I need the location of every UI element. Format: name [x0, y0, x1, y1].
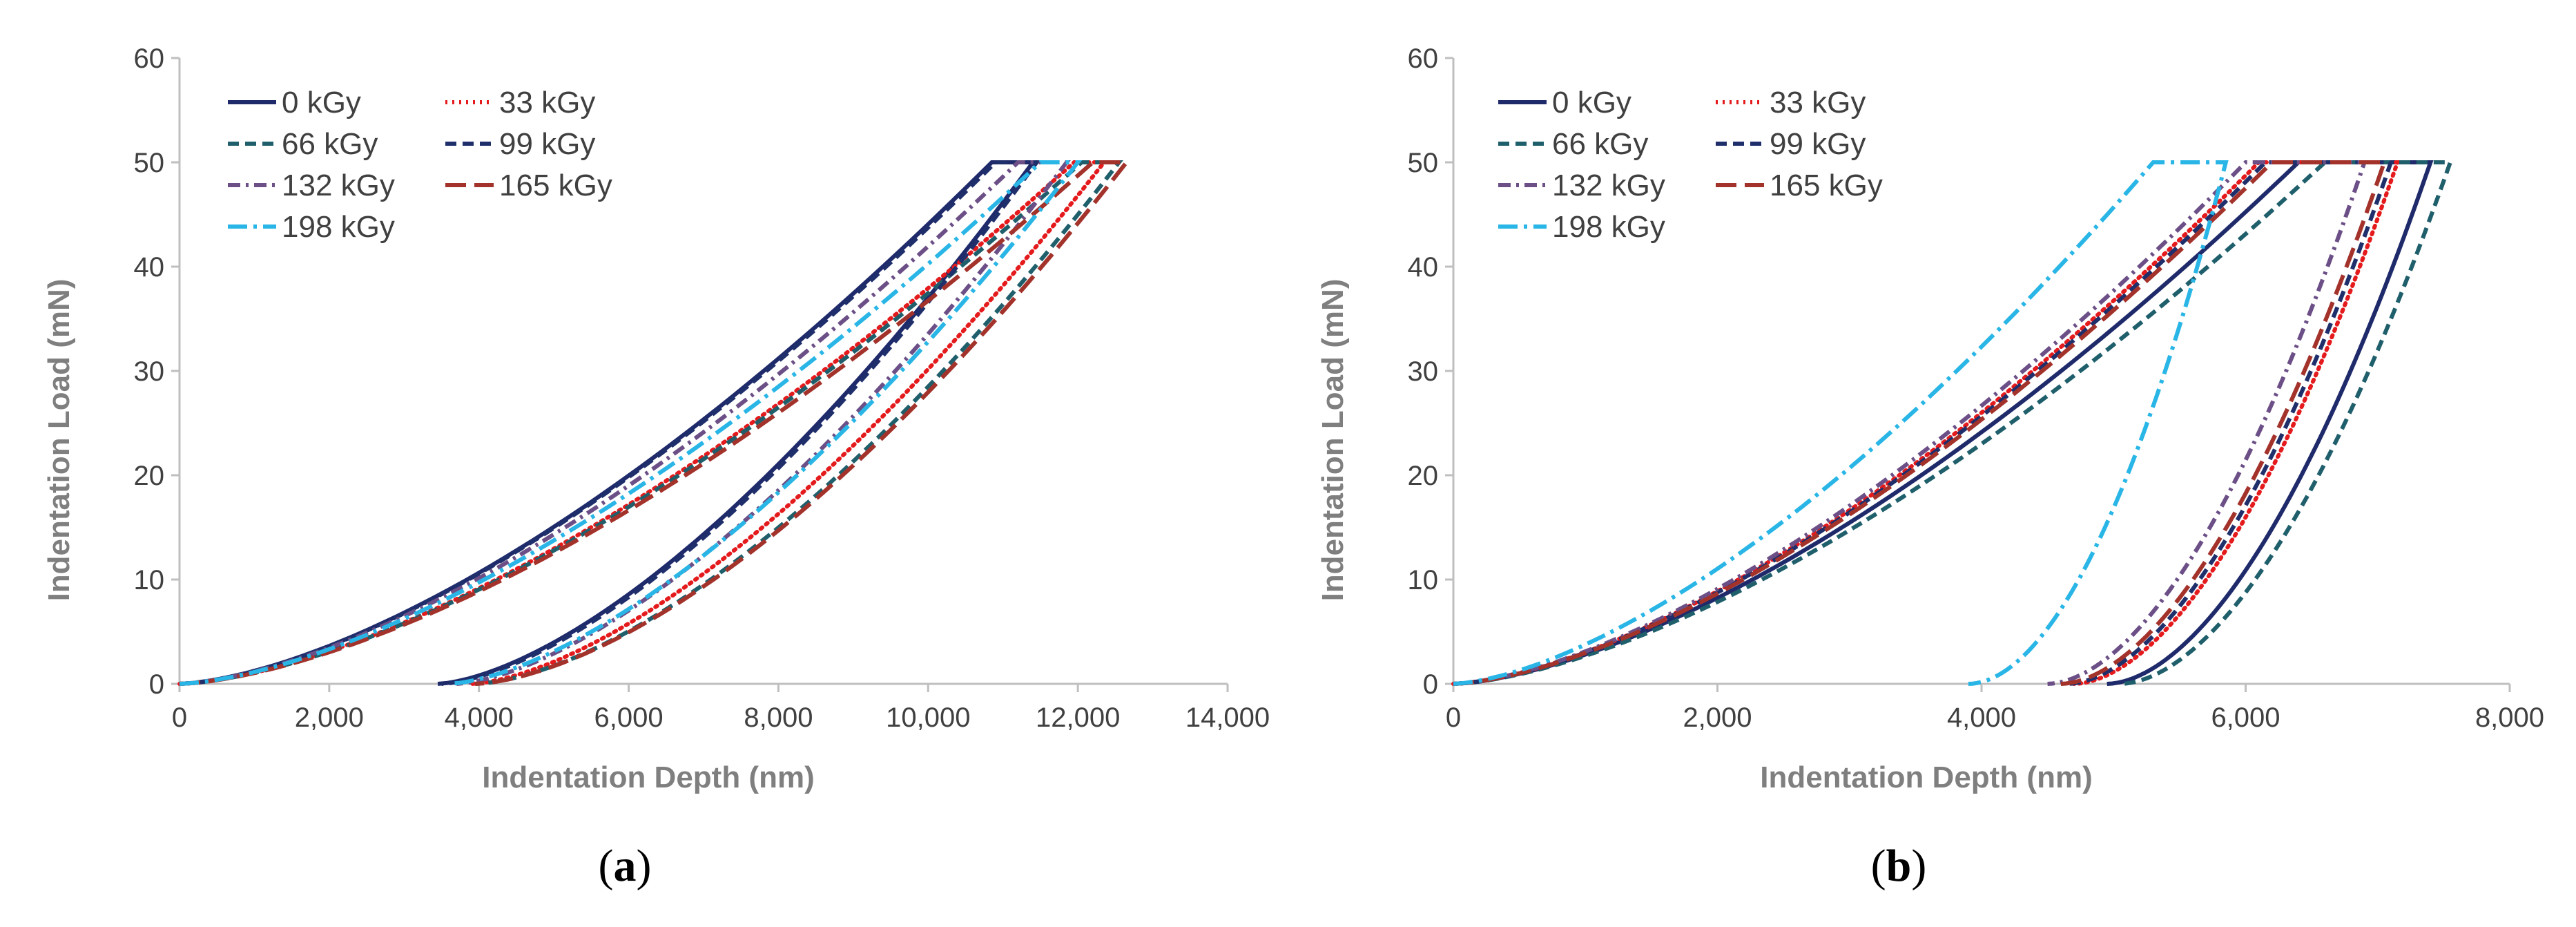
- y-tick-label: 50: [1408, 148, 1439, 178]
- series-line-165-kgy: [179, 160, 1131, 686]
- legend-label: 132 kGy: [1552, 169, 1665, 202]
- legend: 0 kGy 33 kGy 66 kGy 99 kGy 132 kGy 165 kGy 198…: [228, 86, 612, 244]
- chart-panel-a: 0 10 20 30 40 50 60 0 2,000 4,000 6,000 8,000 10,000…: [42, 44, 1270, 891]
- legend-label: 198 kGy: [1552, 210, 1665, 244]
- y-tick-label: 0: [1423, 669, 1438, 700]
- x-tick-label: 8,000: [2475, 703, 2544, 733]
- panel-label: (a): [599, 841, 652, 891]
- series-line-198-kgy: [179, 160, 1083, 686]
- y-tick-label: 50: [134, 148, 165, 178]
- x-axis-title: Indentation Depth (nm): [482, 761, 815, 794]
- x-tick-label: 0: [172, 703, 187, 733]
- x-tick-label: 14,000: [1185, 703, 1270, 733]
- series-line-132-kgy: [1453, 160, 2367, 686]
- y-tick-label: 40: [1408, 252, 1439, 283]
- x-axis-title: Indentation Depth (nm): [1760, 761, 2093, 794]
- x-tick-label: 4,000: [1947, 703, 2016, 733]
- plot-area: [177, 160, 1131, 686]
- series-line-165-kgy: [1453, 160, 2388, 686]
- y-tick-label: 30: [1408, 356, 1439, 387]
- y-axis-title: Indentation Load (mN): [42, 279, 76, 602]
- legend-label: 33 kGy: [1770, 86, 1866, 120]
- y-tick-label: 20: [1408, 461, 1439, 491]
- chart-panel-b: 0 10 20 30 40 50 60 0 2,000 4,000 6,000 8,000 Indent…: [1316, 44, 2544, 891]
- legend-label: 99 kGy: [1770, 127, 1866, 161]
- legend-label: 165 kGy: [499, 169, 612, 202]
- legend-label: 198 kGy: [282, 210, 395, 244]
- series-line-99-kgy: [1453, 160, 2394, 686]
- x-tick-label: 12,000: [1036, 703, 1120, 733]
- legend: 0 kGy 33 kGy 66 kGy 99 kGy 132 kGy 165 kGy 198…: [1498, 86, 1883, 244]
- legend-label: 66 kGy: [282, 127, 378, 161]
- y-tick-label: 10: [1408, 565, 1439, 595]
- x-tick-label: 0: [1446, 703, 1461, 733]
- legend-label: 165 kGy: [1770, 169, 1883, 202]
- y-tick-label: 60: [134, 44, 165, 74]
- x-tick-label: 4,000: [445, 703, 514, 733]
- legend-label: 66 kGy: [1552, 127, 1648, 161]
- x-tick-label: 10,000: [886, 703, 970, 733]
- panel-label: (b): [1871, 841, 1927, 891]
- y-tick-label: 40: [134, 252, 165, 283]
- x-tick-label: 6,000: [2211, 703, 2280, 733]
- legend-label: 0 kGy: [282, 86, 361, 120]
- legend-label: 99 kGy: [499, 127, 595, 161]
- series-line-0-kgy: [179, 160, 1038, 686]
- x-tick-label: 2,000: [295, 703, 364, 733]
- y-tick-label: 20: [134, 461, 165, 491]
- y-axis-title: Indentation Load (mN): [1316, 279, 1350, 602]
- legend-label: 0 kGy: [1552, 86, 1631, 120]
- x-tick-label: 6,000: [594, 703, 664, 733]
- series-line-198-kgy: [1453, 160, 2229, 686]
- legend-label: 33 kGy: [499, 86, 595, 120]
- legend-label: 132 kGy: [282, 169, 395, 202]
- y-tick-label: 30: [134, 356, 165, 387]
- x-tick-label: 8,000: [744, 703, 813, 733]
- series-line-66-kgy: [1453, 160, 2454, 686]
- y-tick-label: 10: [134, 565, 165, 595]
- y-tick-label: 0: [149, 669, 164, 700]
- y-tick-label: 60: [1408, 44, 1439, 74]
- x-tick-label: 2,000: [1683, 703, 1752, 733]
- plot-area: [1451, 160, 2454, 686]
